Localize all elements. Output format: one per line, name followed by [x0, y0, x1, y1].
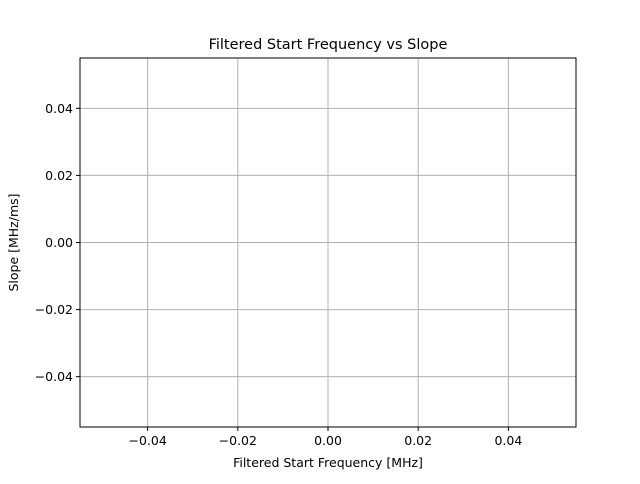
y-tick-label: 0.04 [45, 101, 73, 116]
x-tick-label: 0.04 [494, 433, 522, 448]
x-tick-label: −0.02 [219, 433, 257, 448]
x-axis-ticks: −0.04 −0.02 0.00 0.02 0.04 [128, 427, 522, 448]
y-tick-label: 0.00 [45, 235, 73, 250]
grid-layer [80, 58, 576, 427]
y-axis-ticks: −0.04 −0.02 0.00 0.02 0.04 [35, 101, 80, 384]
y-axis-label: Slope [MHz/ms] [6, 193, 21, 291]
x-tick-label: 0.00 [314, 433, 342, 448]
y-tick-label: −0.04 [35, 369, 73, 384]
x-axis-label: Filtered Start Frequency [MHz] [233, 455, 423, 470]
x-tick-label: −0.04 [128, 433, 166, 448]
chart-title: Filtered Start Frequency vs Slope [209, 37, 448, 53]
y-tick-label: −0.02 [35, 302, 73, 317]
y-tick-label: 0.02 [45, 168, 73, 183]
x-tick-label: 0.02 [404, 433, 432, 448]
